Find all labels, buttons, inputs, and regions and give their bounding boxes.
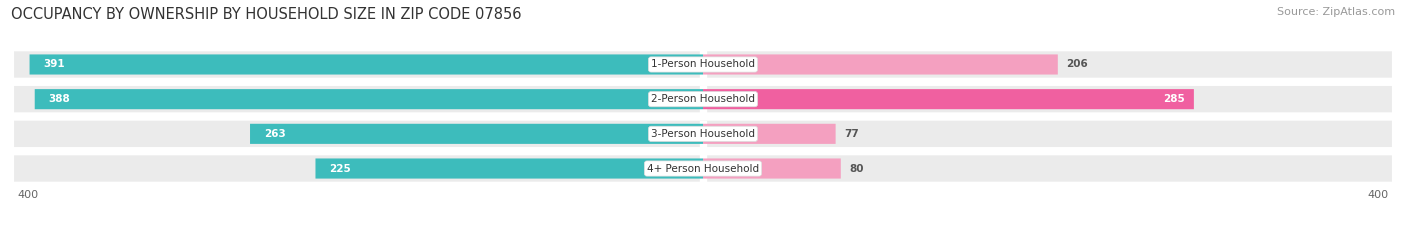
FancyBboxPatch shape: [14, 51, 703, 78]
Text: 285: 285: [1164, 94, 1185, 104]
FancyBboxPatch shape: [14, 155, 703, 182]
Text: 2-Person Household: 2-Person Household: [651, 94, 755, 104]
FancyBboxPatch shape: [250, 124, 703, 144]
FancyBboxPatch shape: [35, 89, 703, 109]
Text: 206: 206: [1066, 59, 1088, 69]
Text: 3-Person Household: 3-Person Household: [651, 129, 755, 139]
FancyBboxPatch shape: [703, 121, 1392, 147]
Text: 225: 225: [329, 164, 352, 174]
FancyBboxPatch shape: [30, 55, 703, 75]
FancyBboxPatch shape: [14, 86, 703, 112]
Text: 263: 263: [264, 129, 285, 139]
FancyBboxPatch shape: [703, 158, 841, 178]
Text: 388: 388: [48, 94, 70, 104]
FancyBboxPatch shape: [703, 89, 1194, 109]
FancyBboxPatch shape: [703, 55, 1057, 75]
FancyBboxPatch shape: [703, 155, 1392, 182]
Text: 77: 77: [844, 129, 859, 139]
Text: Source: ZipAtlas.com: Source: ZipAtlas.com: [1277, 7, 1395, 17]
FancyBboxPatch shape: [315, 158, 703, 178]
FancyBboxPatch shape: [703, 124, 835, 144]
Text: 1-Person Household: 1-Person Household: [651, 59, 755, 69]
Text: 80: 80: [849, 164, 863, 174]
Text: 400: 400: [1368, 190, 1389, 200]
FancyBboxPatch shape: [703, 51, 1392, 78]
Text: 400: 400: [17, 190, 38, 200]
Text: 4+ Person Household: 4+ Person Household: [647, 164, 759, 174]
FancyBboxPatch shape: [703, 86, 1392, 112]
Text: 391: 391: [44, 59, 65, 69]
FancyBboxPatch shape: [14, 121, 703, 147]
Text: OCCUPANCY BY OWNERSHIP BY HOUSEHOLD SIZE IN ZIP CODE 07856: OCCUPANCY BY OWNERSHIP BY HOUSEHOLD SIZE…: [11, 7, 522, 22]
